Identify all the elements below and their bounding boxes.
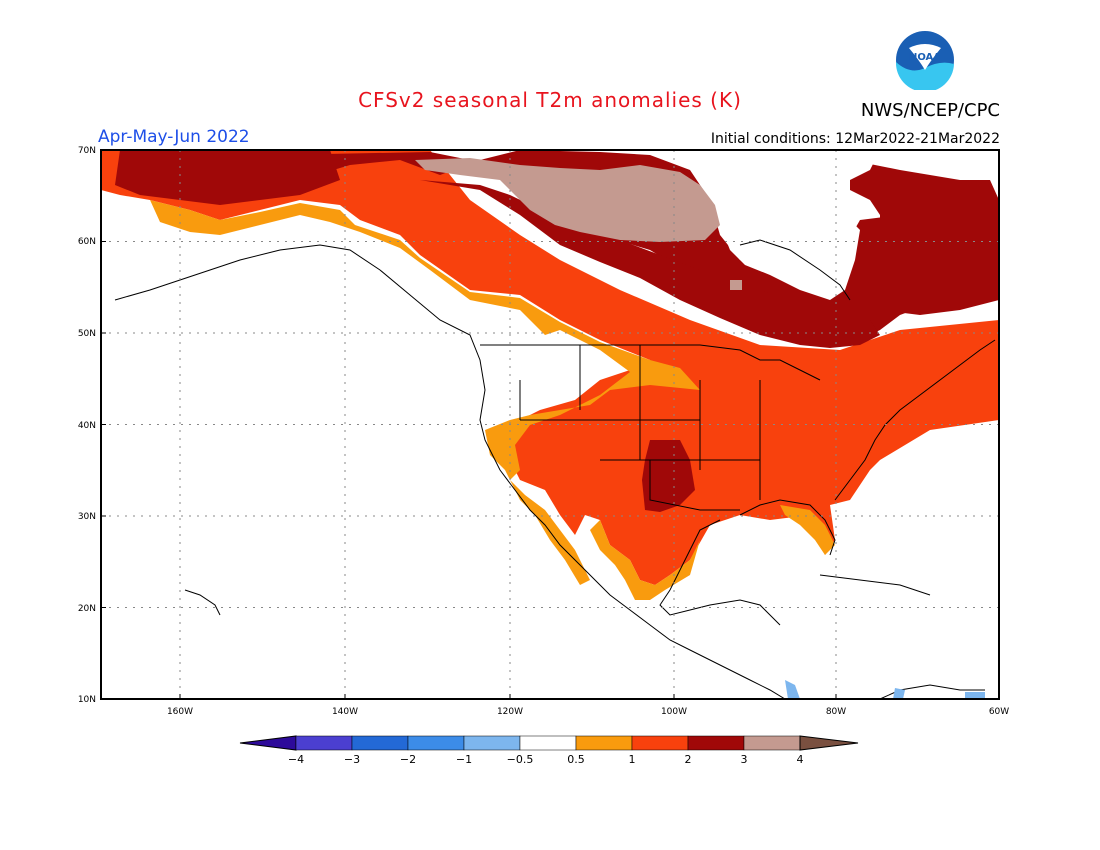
anomaly-region-3-4	[415, 158, 720, 242]
colorbar-segment	[463, 735, 521, 751]
anomaly-region-2-3-canada	[420, 180, 880, 348]
blue-feature-south	[893, 688, 905, 699]
colorbar-label: −2	[400, 753, 416, 766]
colorbar-label: −3	[344, 753, 360, 766]
lon-tick-160w: 160W	[167, 707, 193, 717]
lat-tick-10n: 10N	[78, 695, 96, 705]
gridlines	[101, 150, 999, 699]
colorbar-label: 0.5	[567, 753, 585, 766]
anomaly-region-2-3-alaska	[115, 150, 340, 205]
lon-tick-140w: 140W	[332, 707, 358, 717]
agency-label: NWS/NCEP/CPC	[860, 100, 1000, 121]
colorbar-segment	[743, 735, 801, 751]
colorbar-segment	[687, 735, 745, 751]
anomaly-region-2-3-east	[845, 160, 999, 315]
lat-tick-20n: 20N	[78, 604, 96, 614]
lat-tick-30n: 30N	[78, 512, 96, 522]
lon-tick-80w: 80W	[826, 707, 846, 717]
colorbar-label: 1	[629, 753, 636, 766]
colorbar-segment	[407, 735, 465, 751]
map-title: CFSv2 seasonal T2m anomalies (K)	[358, 88, 742, 112]
season-label: Apr-May-Jun 2022	[98, 127, 250, 147]
lat-tick-labels: 70N 60N 50N 40N 30N 20N 10N	[78, 146, 96, 705]
anomaly-region-05-1-mexico	[590, 520, 700, 600]
colorbar-arrow-low	[239, 735, 297, 751]
greenland-gap	[830, 150, 880, 180]
lon-tick-100w: 100W	[661, 707, 687, 717]
anomaly-region-2-3-north	[120, 150, 999, 340]
lat-tick-60n: 60N	[78, 237, 96, 247]
colorbar-segment	[575, 735, 633, 751]
colorbar-label: −0.5	[507, 753, 534, 766]
logo-text: NOAA	[909, 52, 941, 63]
initial-conditions-label: Initial conditions: 12Mar2022-21Mar2022	[710, 131, 1000, 147]
colorbar-segment	[351, 735, 409, 751]
lat-tick-50n: 50N	[78, 329, 96, 339]
anomaly-region-3-4-dot	[730, 280, 742, 290]
colorbar: −4 −3 −2 −1 −0.5 0.5 1 2 3 4	[239, 735, 859, 766]
colorbar-label: −1	[456, 753, 472, 766]
anomaly-region-2-3-plains	[642, 440, 695, 512]
colorbar-label: 4	[797, 753, 804, 766]
colorbar-segment	[519, 735, 577, 751]
blue-feature-south-2	[965, 692, 985, 699]
colorbar-segment	[631, 735, 689, 751]
anomaly-region-05-1-florida	[780, 505, 835, 555]
anomaly-region-05-1-west	[150, 200, 700, 480]
colorbar-arrow-high	[799, 735, 859, 751]
lon-tick-60w: 60W	[989, 707, 1009, 717]
colorbar-label: 2	[685, 753, 692, 766]
colorbar-segment	[295, 735, 353, 751]
lat-tick-40n: 40N	[78, 421, 96, 431]
anomaly-region-1-2	[101, 150, 999, 585]
colorbar-label: −4	[288, 753, 304, 766]
blue-feature-central-america	[785, 680, 800, 699]
lon-tick-labels: 160W 140W 120W 100W 80W 60W	[167, 707, 1009, 717]
colorbar-label: 3	[741, 753, 748, 766]
lat-tick-70n: 70N	[78, 146, 96, 156]
noaa-logo-icon: NOAA	[895, 31, 954, 90]
coastlines	[114, 239, 996, 699]
baffin-gap	[795, 160, 840, 190]
lon-tick-120w: 120W	[497, 707, 523, 717]
